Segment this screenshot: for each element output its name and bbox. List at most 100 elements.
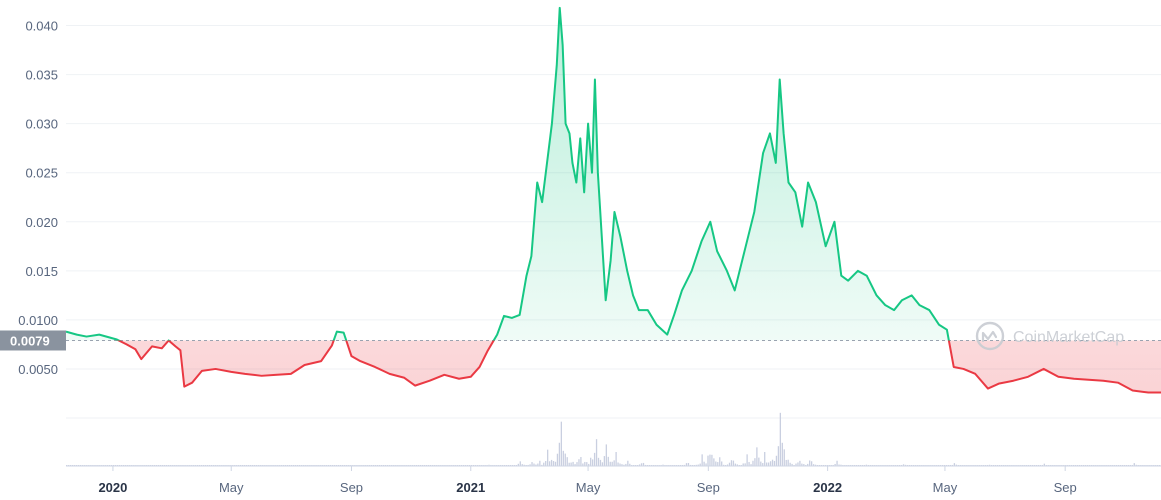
grid-lines — [66, 25, 1161, 419]
volume-bar — [562, 450, 564, 466]
volume-bar — [1135, 464, 1137, 466]
volume-bar — [683, 464, 686, 466]
volume-bar — [955, 464, 957, 466]
volume-bar — [550, 459, 553, 466]
volume-bar — [1133, 463, 1135, 466]
x-tick-label: May — [576, 480, 601, 495]
volume-bar — [541, 464, 543, 466]
volume-bar — [766, 462, 768, 466]
volume-bar — [769, 461, 772, 466]
volume-bar — [736, 464, 738, 466]
volume-bar — [517, 463, 519, 466]
price-line-below[interactable] — [66, 8, 1161, 394]
volume-bar — [613, 460, 615, 466]
volume-bar — [605, 444, 607, 466]
volume-bar — [662, 464, 664, 466]
y-tick-label: 0.035 — [25, 68, 58, 83]
reference-label-text: 0.0079 — [10, 333, 50, 348]
price-line-above[interactable] — [65, 6, 1161, 393]
volume-bar — [519, 461, 521, 466]
volume-bar — [611, 461, 613, 466]
volume-bar — [777, 446, 780, 466]
volume-bar — [732, 460, 735, 466]
volume-bar — [797, 462, 799, 466]
volume-bar — [834, 463, 836, 466]
volume-bar — [810, 461, 813, 466]
volume-bar — [744, 463, 746, 466]
volume-bar — [752, 460, 754, 466]
volume-bar — [746, 454, 748, 466]
volume-bar — [801, 463, 803, 466]
volume-bar — [609, 461, 611, 466]
price-line[interactable] — [65, 6, 1161, 394]
volume-bar — [590, 457, 592, 466]
volume-bar — [601, 462, 604, 466]
volume-bar — [695, 464, 697, 466]
volume-bar — [574, 464, 576, 466]
volume-bar — [713, 458, 715, 466]
x-tick-label: Sep — [340, 480, 363, 495]
volume-bar — [687, 462, 690, 466]
volume-bar — [767, 462, 770, 466]
y-tick-label: 0.030 — [25, 117, 58, 132]
y-tick-label: 0.0050 — [18, 362, 58, 377]
volume-bar — [951, 464, 954, 466]
x-tick-label: 2022 — [813, 480, 842, 495]
volume-bar — [789, 462, 791, 466]
coinmarketcap-logo-icon — [975, 321, 1005, 351]
volume-bar — [689, 464, 692, 466]
volume-bar — [701, 454, 703, 466]
area-fill-below — [118, 340, 1161, 393]
volume-bar — [840, 464, 842, 466]
volume-bar — [728, 462, 731, 466]
volume-bar — [773, 460, 776, 466]
volume-bar — [904, 464, 907, 466]
volume-bar — [558, 442, 561, 466]
volume-bar — [593, 452, 596, 466]
x-tick-label: May — [933, 480, 958, 495]
volume-bar — [758, 457, 760, 466]
volume-bar — [764, 452, 766, 466]
volume-bar — [578, 459, 580, 466]
volume-bar — [566, 457, 568, 466]
volume-bar — [723, 464, 725, 466]
volume-bar — [865, 464, 868, 466]
volume-bar — [619, 463, 621, 466]
reference-label-bg — [0, 330, 66, 351]
volume-bar — [547, 449, 549, 466]
x-tick-label: 2020 — [98, 480, 127, 495]
volume-bar — [521, 464, 523, 466]
volume-bars — [66, 412, 1161, 466]
volume-bar — [586, 462, 588, 466]
volume-bar — [953, 463, 956, 466]
volume-bar — [642, 462, 645, 466]
volume-bar — [539, 460, 541, 466]
volume-bar — [812, 464, 815, 466]
volume-bar — [814, 464, 817, 466]
volume-bar — [638, 464, 641, 466]
volume-bar — [523, 464, 525, 466]
volume-bar — [775, 455, 778, 466]
area-fill — [66, 7, 1161, 393]
volume-bar — [809, 460, 811, 466]
reference-label: 0.0079 — [0, 330, 66, 351]
x-tick-label: Sep — [1054, 480, 1077, 495]
x-axis: 2020 May Sep 2021 May Sep 2022 May Sep — [98, 466, 1077, 495]
volume-bar — [805, 464, 807, 466]
volume-bar — [721, 461, 723, 466]
x-tick-label: 2021 — [456, 480, 485, 495]
volume-bar — [781, 442, 783, 466]
volume-bar — [554, 461, 557, 466]
volume-bar — [576, 462, 578, 466]
y-tick-label: 0.040 — [25, 19, 58, 34]
volume-bar — [748, 462, 750, 466]
volume-bar — [640, 463, 643, 466]
volume-bar — [621, 464, 623, 466]
volume-bar — [902, 464, 905, 466]
volume-bar — [726, 464, 729, 466]
volume-bar — [627, 460, 629, 466]
volume-bar — [535, 464, 537, 466]
volume-bar — [1043, 463, 1045, 466]
